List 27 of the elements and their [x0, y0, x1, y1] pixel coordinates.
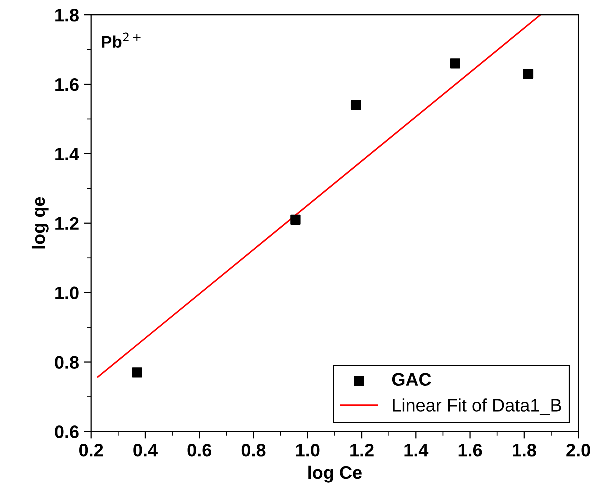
x-tick-label: 2.0 [566, 444, 590, 457]
point [523, 69, 534, 80]
annotation: Pb$^{2+}$ [102, 32, 141, 48]
legend-label: Linear Fit of Data1_B [393, 398, 562, 416]
x-tick-label: 0.4 [134, 444, 158, 457]
x-tick-label: 1.4 [404, 444, 429, 457]
y-tick-label: 1.2 [56, 217, 79, 230]
x-axis-title: log Ce [308, 466, 362, 483]
y-tick-label: 0.8 [55, 356, 79, 369]
x-tick-label: 0.6 [188, 444, 212, 457]
point [290, 214, 301, 226]
y-tick-label: 1.8 [56, 8, 79, 22]
x-tick-label: 1.6 [458, 444, 482, 457]
point [350, 100, 362, 110]
point [450, 58, 460, 69]
x-tick-label: 0.8 [242, 444, 266, 457]
x-tick-label: 1.0 [296, 444, 320, 457]
x-tick-label: 1.2 [350, 444, 374, 457]
y-tick-label: 1.0 [56, 286, 79, 300]
x-tick-label: 1.8 [513, 444, 536, 457]
y-tick-label: 1.4 [56, 148, 80, 160]
point [132, 368, 142, 378]
y-tick-label: 0.6 [55, 426, 79, 438]
y-axis-title: log qe [32, 197, 49, 249]
x-tick-label: 0.2 [80, 444, 104, 457]
legend-label: GAC [392, 373, 432, 386]
y-tick-label: 1.6 [56, 78, 79, 92]
